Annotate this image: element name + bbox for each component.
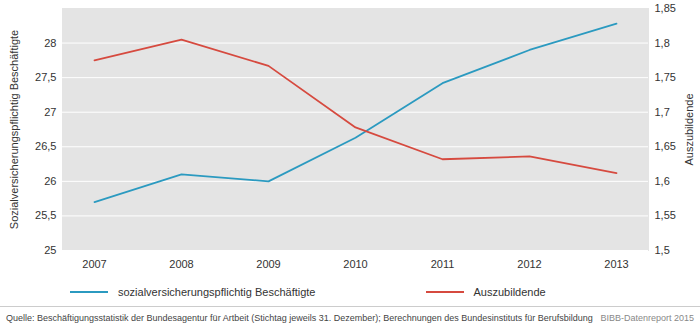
svg-text:2011: 2011 — [431, 258, 455, 270]
svg-text:27: 27 — [44, 106, 56, 118]
html-text:Quelle: Beschäftigungsstatisti: Quelle: Beschäftigungsstatistik der Bund… — [6, 313, 593, 323]
svg-text:1,85: 1,85 — [655, 2, 676, 14]
svg-text:1,75: 1,75 — [655, 71, 676, 83]
svg-text:27,5: 27,5 — [35, 71, 56, 83]
svg-text:2007: 2007 — [82, 258, 106, 270]
svg-text:25,5: 25,5 — [35, 209, 56, 221]
html-text:sozialversicherungspflichtig B: sozialversicherungspflichtig Beschäftigt… — [118, 286, 316, 298]
svg-text:26: 26 — [44, 175, 56, 187]
html-text:Auszubildende: Auszubildende — [473, 286, 546, 298]
svg-text:25: 25 — [44, 244, 56, 256]
svg-text:Sozialversicherungspflichtig B: Sozialversicherungspflichtig Beschäftigt… — [8, 30, 20, 229]
html-text:BIBB-Datenreport 2015: BIBB-Datenreport 2015 — [600, 313, 694, 323]
svg-text:2013: 2013 — [604, 258, 628, 270]
svg-text:2009: 2009 — [256, 258, 280, 270]
svg-text:1,7: 1,7 — [655, 106, 670, 118]
svg-text:2008: 2008 — [169, 258, 193, 270]
svg-text:1,6: 1,6 — [655, 175, 670, 187]
svg-text:1,8: 1,8 — [655, 37, 670, 49]
svg-text:1,55: 1,55 — [655, 209, 676, 221]
svg-text:1,5: 1,5 — [655, 244, 670, 256]
svg-text:2010: 2010 — [343, 258, 367, 270]
svg-text:28: 28 — [44, 37, 56, 49]
svg-text:26,5: 26,5 — [35, 140, 56, 152]
svg-text:Auszubildende: Auszubildende — [683, 93, 695, 165]
svg-text:2012: 2012 — [517, 258, 541, 270]
svg-text:1,65: 1,65 — [655, 140, 676, 152]
